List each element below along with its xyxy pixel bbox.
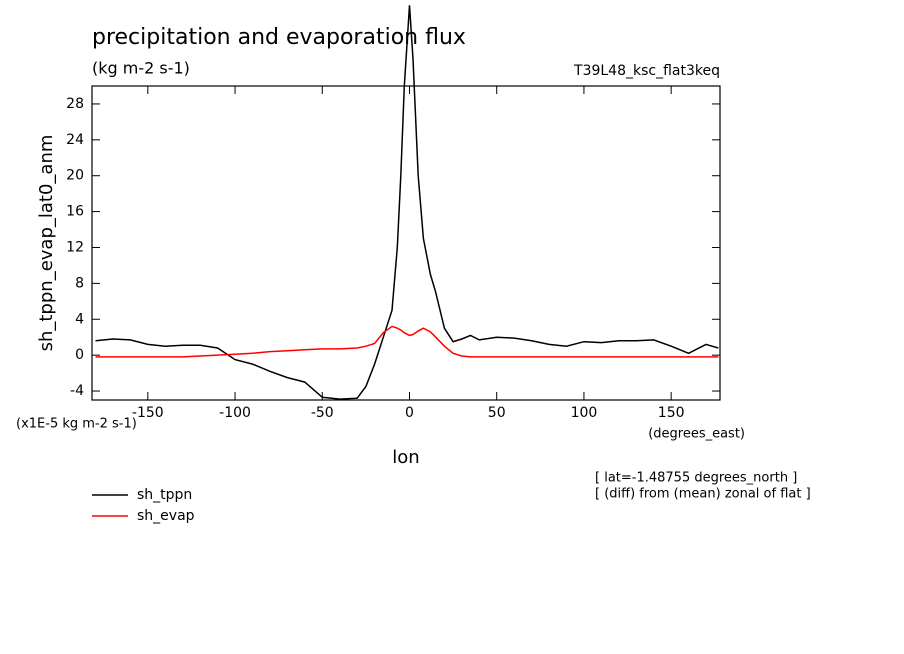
x-tick-label: 50	[488, 405, 506, 421]
x-tick-label: -50	[311, 405, 334, 421]
legend-label: sh_evap	[137, 508, 195, 524]
data-line	[95, 5, 719, 400]
x-tick-label: 100	[571, 405, 598, 421]
y-tick-label: 16	[66, 204, 84, 220]
chart-subtitle: (kg m-2 s-1)	[92, 59, 190, 78]
legend-label: sh_tppn	[137, 487, 192, 503]
y-tick-label: 0	[75, 347, 84, 363]
dataset-label: T39L48_ksc_flat3keq	[573, 63, 720, 79]
x-axis-label: lon	[392, 447, 419, 468]
chart-title: precipitation and evaporation flux	[92, 25, 466, 50]
x-axis-units: (degrees_east)	[648, 427, 745, 442]
x-tick-label: -150	[132, 405, 164, 421]
y-tick-label: 4	[75, 311, 84, 327]
y-tick-label: 28	[66, 96, 84, 112]
x-tick-label: -100	[219, 405, 251, 421]
plot-frame	[91, 85, 721, 401]
x-tick-label: 0	[405, 405, 414, 421]
y-tick-label: -4	[70, 383, 84, 399]
y-axis-label: sh_tppn_evap_lat0_anm	[36, 135, 57, 352]
y-tick-label: 20	[66, 168, 84, 184]
y-axis-units: (x1E-5 kg m-2 s-1)	[16, 417, 137, 432]
y-tick-label: 8	[75, 275, 84, 291]
data-line	[95, 325, 719, 358]
x-tick-label: 150	[658, 405, 685, 421]
y-tick-label: 12	[66, 239, 84, 255]
annotation: [ lat=-1.48755 degrees_north ]	[595, 471, 797, 486]
y-tick-label: 24	[66, 132, 84, 148]
annotation: [ (diff) from (mean) zonal of flat ]	[595, 487, 811, 502]
